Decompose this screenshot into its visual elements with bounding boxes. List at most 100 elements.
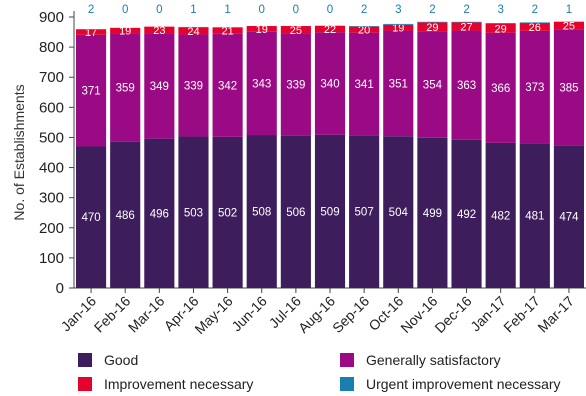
data-label-improvement-necessary: 23 (153, 25, 165, 37)
bar-segment-generally-satisfactory (519, 30, 550, 144)
data-label-improvement-necessary: 19 (256, 24, 268, 36)
bar-segment-good (553, 145, 584, 288)
data-label-urgent-improvement-necessary: 2 (361, 4, 367, 16)
bar-segment-improvement-necessary (519, 23, 550, 31)
data-label-generally-satisfactory: 354 (423, 79, 443, 91)
x-tick-label: May-16 (191, 293, 235, 337)
y-tick-label: 0 (56, 280, 64, 297)
bar-segment-improvement-necessary (76, 29, 107, 35)
bar-segment-good (451, 139, 482, 288)
data-label-urgent-improvement-necessary: 0 (259, 4, 265, 16)
bar-segment-improvement-necessary (178, 27, 209, 35)
y-tick-label: 100 (39, 250, 64, 267)
bar-segment-generally-satisfactory (212, 33, 243, 137)
data-label-urgent-improvement-necessary: 1 (190, 4, 196, 16)
x-tick-label: Jan-17 (467, 293, 509, 335)
bar-segment-urgent-improvement-necessary (485, 23, 516, 24)
bar-segment-good (519, 143, 550, 288)
y-tick-label: 200 (39, 220, 64, 237)
data-label-improvement-necessary: 24 (187, 26, 199, 38)
data-label-good: 474 (559, 212, 579, 224)
x-tick-label: Jan-16 (58, 293, 100, 335)
bar-segment-generally-satisfactory (485, 32, 516, 143)
x-tick-label: Nov-16 (397, 293, 440, 336)
bar-segment-good (246, 135, 277, 288)
y-tick-label: 600 (39, 99, 64, 116)
y-tick-label: 400 (39, 160, 64, 177)
data-label-urgent-improvement-necessary: 3 (497, 4, 503, 16)
data-label-urgent-improvement-necessary: 2 (463, 4, 469, 16)
data-label-good: 470 (81, 212, 100, 224)
x-tick-label: Sep-16 (329, 293, 372, 336)
data-label-good: 507 (355, 207, 374, 219)
bar-segment-improvement-necessary (553, 21, 584, 30)
data-label-improvement-necessary: 22 (324, 24, 336, 36)
data-label-improvement-necessary: 26 (529, 22, 541, 34)
data-label-improvement-necessary: 21 (221, 26, 233, 38)
data-label-improvement-necessary: 19 (119, 26, 131, 38)
data-label-generally-satisfactory: 340 (320, 79, 339, 91)
data-label-improvement-necessary: 17 (85, 27, 97, 39)
data-label-urgent-improvement-necessary: 2 (532, 4, 538, 16)
data-label-generally-satisfactory: 341 (355, 79, 374, 91)
bar-segment-generally-satisfactory (76, 34, 107, 147)
bar-segment-good (417, 137, 448, 288)
x-tick-label: Mar-16 (125, 293, 168, 336)
data-label-generally-satisfactory: 363 (457, 80, 476, 92)
data-label-generally-satisfactory: 339 (184, 81, 203, 93)
x-tick-label: Feb-17 (500, 293, 543, 336)
data-label-improvement-necessary: 25 (290, 25, 302, 37)
data-label-good: 499 (423, 208, 442, 220)
bar-segment-generally-satisfactory (144, 33, 175, 139)
y-tick-label: 300 (39, 190, 64, 207)
data-label-urgent-improvement-necessary: 2 (88, 4, 94, 16)
data-label-improvement-necessary: 25 (563, 21, 575, 33)
bar-segment-good (212, 136, 243, 288)
bar-segment-improvement-necessary (349, 26, 380, 33)
data-label-good: 481 (525, 211, 544, 223)
y-tick-label: 800 (39, 39, 64, 56)
data-label-generally-satisfactory: 371 (81, 86, 100, 98)
data-label-good: 506 (286, 207, 305, 219)
bar-segment-generally-satisfactory (110, 33, 141, 142)
bar-segment-good (178, 136, 209, 288)
bar-segment-generally-satisfactory (451, 30, 482, 140)
x-tick-label: Mar-17 (534, 293, 577, 336)
bar-segment-generally-satisfactory (349, 32, 380, 136)
bar-segment-good (314, 134, 346, 288)
bar-segment-urgent-improvement-necessary (417, 21, 448, 23)
data-label-generally-satisfactory: 373 (525, 82, 544, 94)
bar-segment-generally-satisfactory (314, 32, 346, 135)
y-tick-label: 900 (39, 9, 64, 26)
data-label-good: 503 (184, 207, 203, 219)
x-tick-label: Jun-16 (228, 293, 270, 335)
data-label-generally-satisfactory: 385 (559, 82, 578, 94)
data-label-urgent-improvement-necessary: 2 (429, 4, 435, 16)
data-label-good: 508 (252, 207, 271, 219)
y-tick-label: 500 (39, 129, 64, 146)
bar-segment-urgent-improvement-necessary (76, 29, 107, 30)
data-label-good: 486 (116, 210, 135, 222)
bar-segment-generally-satisfactory (246, 31, 277, 136)
data-label-good: 482 (491, 210, 510, 222)
bar-segment-improvement-necessary (212, 27, 243, 34)
data-label-generally-satisfactory: 343 (252, 78, 271, 90)
y-tick-label: 700 (39, 69, 64, 86)
data-label-generally-satisfactory: 366 (491, 83, 510, 95)
data-label-generally-satisfactory: 351 (389, 78, 408, 90)
data-label-improvement-necessary: 29 (495, 23, 507, 35)
data-label-generally-satisfactory: 349 (150, 81, 169, 93)
bar-segment-improvement-necessary (280, 26, 311, 34)
data-label-improvement-necessary: 20 (358, 25, 370, 37)
bar-segment-good (144, 138, 175, 288)
data-label-urgent-improvement-necessary: 0 (156, 4, 162, 16)
data-label-urgent-improvement-necessary: 0 (293, 4, 299, 16)
bar-segment-improvement-necessary (451, 22, 482, 31)
data-label-urgent-improvement-necessary: 3 (395, 4, 401, 16)
data-label-good: 492 (457, 209, 476, 221)
data-label-improvement-necessary: 27 (460, 21, 472, 33)
data-label-generally-satisfactory: 342 (218, 80, 237, 92)
bar-segment-good (383, 136, 414, 288)
bar-segment-improvement-necessary (485, 23, 516, 33)
